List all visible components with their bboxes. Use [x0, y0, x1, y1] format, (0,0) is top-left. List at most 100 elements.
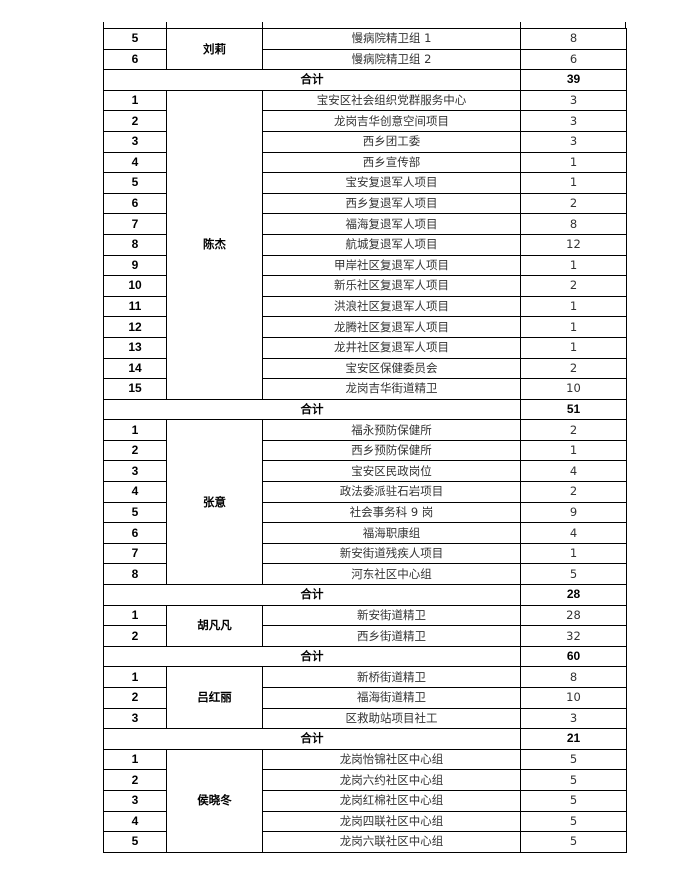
- project-name: 宝安区保健委员会: [262, 357, 521, 380]
- total-label: 合计: [103, 645, 521, 668]
- project-count: 12: [520, 233, 627, 256]
- project-name: 龙岗吉华街道精卫: [262, 378, 521, 400]
- total-value: 60: [520, 645, 627, 668]
- row-number: 7: [103, 213, 167, 235]
- project-count: 1: [520, 316, 627, 338]
- project-name: 宝安复退军人项目: [262, 172, 521, 194]
- project-name: 龙岗怡锦社区中心组: [262, 748, 521, 771]
- table-border: [103, 22, 104, 28]
- table-row: 1 胡凡凡 新安街道精卫 28: [103, 604, 627, 647]
- project-count: 5: [520, 563, 627, 586]
- project-count: 6: [520, 48, 627, 71]
- total-value: 51: [520, 398, 627, 421]
- row-number: 3: [103, 707, 167, 730]
- table-row: 7 福海复退军人项目 8: [103, 213, 627, 235]
- project-count: 32: [520, 625, 627, 647]
- project-name: 龙岗六联社区中心组: [262, 831, 521, 853]
- row-number: 6: [103, 192, 167, 215]
- total-row: 合计 39: [103, 69, 627, 91]
- table-row: 3 宝安区民政岗位 4: [103, 460, 627, 483]
- project-name: 政法委派驻石岩项目: [262, 481, 521, 503]
- table-row: 5 龙岗六联社区中心组 5: [103, 831, 627, 853]
- staff-name: 吕红丽: [166, 666, 263, 730]
- project-count: 5: [520, 810, 627, 833]
- project-count: 2: [520, 275, 627, 297]
- row-number: 14: [103, 357, 167, 380]
- project-name: 西乡复退军人项目: [262, 192, 521, 215]
- project-count: 3: [520, 707, 627, 730]
- project-count: 8: [520, 213, 627, 235]
- project-name: 区救助站项目社工: [262, 707, 521, 730]
- total-row: 合计 28: [103, 584, 627, 606]
- project-name: 龙岗四联社区中心组: [262, 810, 521, 833]
- row-number: 13: [103, 336, 167, 359]
- project-count: 1: [520, 172, 627, 194]
- row-number: 5: [103, 172, 167, 194]
- row-number: 2: [103, 769, 167, 791]
- total-label: 合计: [103, 69, 521, 91]
- staff-name: 胡凡凡: [166, 604, 263, 647]
- row-number: 5: [103, 28, 167, 50]
- table-row: 3 区救助站项目社工 3: [103, 707, 627, 730]
- table-row: 12 龙腾社区复退军人项目 1: [103, 316, 627, 338]
- table-border: [262, 22, 263, 28]
- row-number: 3: [103, 130, 167, 153]
- table-body: 5 刘莉 慢病院精卫组 1 8 6 慢病院精卫组 2 6 合计 39 1 陈杰 宝安区社会组织党群服务…: [103, 27, 627, 853]
- table-row: 1 张意 福永预防保健所 2: [103, 419, 627, 586]
- project-name: 新桥街道精卫: [262, 666, 521, 688]
- row-number: 5: [103, 501, 167, 524]
- project-name: 甲岸社区复退军人项目: [262, 254, 521, 277]
- total-row: 合计 21: [103, 728, 627, 750]
- row-number: 12: [103, 316, 167, 338]
- table-border: [520, 22, 521, 28]
- project-count: 3: [520, 130, 627, 153]
- row-number: 5: [103, 831, 167, 853]
- total-value: 39: [520, 69, 627, 91]
- project-count: 2: [520, 481, 627, 503]
- project-count: 1: [520, 254, 627, 277]
- row-number: 1: [103, 89, 167, 112]
- project-name: 龙腾社区复退军人项目: [262, 316, 521, 338]
- total-value: 21: [520, 728, 627, 750]
- project-name: 慢病院精卫组 1: [262, 28, 521, 50]
- project-count: 4: [520, 522, 627, 544]
- row-number: 7: [103, 542, 167, 565]
- total-row: 合计 51: [103, 398, 627, 421]
- table-row: 1 陈杰 宝安区社会组织党群服务中心 3: [103, 89, 627, 400]
- table-border: [625, 22, 626, 28]
- project-count: 1: [520, 151, 627, 174]
- project-count: 1: [520, 439, 627, 462]
- project-name: 西乡宣传部: [262, 151, 521, 174]
- row-number: 11: [103, 295, 167, 318]
- project-count: 5: [520, 769, 627, 791]
- row-number: 8: [103, 233, 167, 256]
- project-name: 龙岗六约社区中心组: [262, 769, 521, 791]
- row-number: 1: [103, 666, 167, 688]
- project-count: 8: [520, 28, 627, 50]
- project-name: 西乡街道精卫: [262, 625, 521, 647]
- staff-name: 侯晓冬: [166, 748, 263, 853]
- project-name: 新安街道残疾人项目: [262, 542, 521, 565]
- table-row: 10 新乐社区复退军人项目 2: [103, 275, 627, 297]
- total-label: 合计: [103, 728, 521, 750]
- table-row: 1 侯晓冬 龙岗怡锦社区中心组 5: [103, 748, 627, 853]
- project-count: 2: [520, 419, 627, 441]
- table-row: 4 政法委派驻石岩项目 2: [103, 481, 627, 503]
- row-number: 4: [103, 810, 167, 833]
- project-name: 龙岗吉华创意空间项目: [262, 110, 521, 132]
- staff-name: 刘莉: [166, 27, 263, 71]
- table-row: 2 龙岗六约社区中心组 5: [103, 769, 627, 791]
- row-number: 8: [103, 563, 167, 586]
- row-number: 2: [103, 110, 167, 132]
- total-value: 28: [520, 584, 627, 606]
- project-name: 宝安区社会组织党群服务中心: [262, 89, 521, 112]
- project-count: 1: [520, 295, 627, 318]
- project-name: 新乐社区复退军人项目: [262, 275, 521, 297]
- project-count: 3: [520, 110, 627, 132]
- table-row: 2 西乡街道精卫 32: [103, 625, 627, 647]
- staff-name: 陈杰: [166, 89, 263, 400]
- staff-name: 张意: [166, 419, 263, 586]
- table-row: 3 西乡团工委 3: [103, 130, 627, 153]
